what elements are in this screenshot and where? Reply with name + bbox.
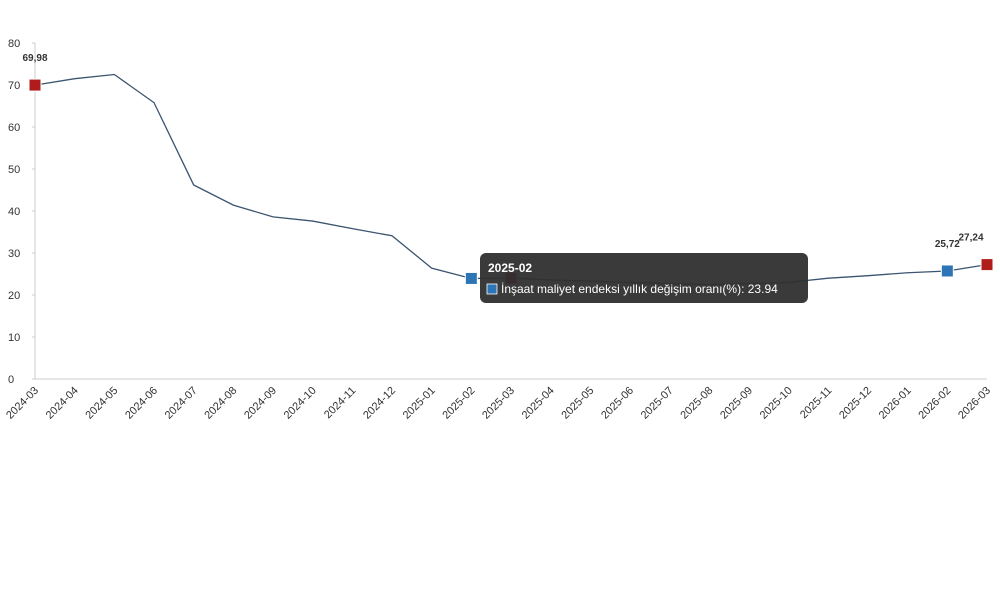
- x-tick-label: 2024-06: [123, 385, 160, 422]
- value-label: 27,24: [958, 233, 983, 244]
- x-tick-label: 2025-09: [718, 385, 755, 422]
- y-tick-label: 60: [8, 122, 20, 134]
- y-tick-label: 50: [8, 164, 20, 176]
- tooltip-box: [480, 253, 808, 303]
- x-tick-label: 2025-04: [520, 385, 557, 422]
- x-tick-label: 2025-07: [639, 385, 676, 422]
- y-tick-label: 40: [8, 206, 20, 218]
- x-tick-label: 2025-05: [559, 385, 596, 422]
- x-tick-label: 2025-12: [837, 385, 874, 422]
- x-tick-label: 2024-10: [282, 385, 319, 422]
- marker: [28, 78, 42, 92]
- tooltip-title: 2025-02: [488, 261, 532, 275]
- x-tick-label: 2024-03: [4, 385, 41, 422]
- x-tick-label: 2024-11: [322, 385, 358, 421]
- tooltip: 2025-02 İnşaat maliyet endeksi yıllık değ…: [480, 253, 808, 303]
- x-tick-label: 2024-09: [242, 385, 279, 422]
- value-label: 25,72: [935, 239, 960, 250]
- marker: [980, 258, 994, 272]
- x-tick-label: 2024-07: [163, 385, 200, 422]
- y-tick-label: 20: [8, 290, 20, 302]
- marker: [940, 264, 954, 278]
- x-tick-label: 2026-02: [916, 385, 953, 422]
- marker: [464, 271, 478, 285]
- x-tick-label: 2025-11: [798, 385, 834, 421]
- x-tick-label: 2025-10: [758, 385, 795, 422]
- x-tick-label: 2025-06: [599, 385, 636, 422]
- y-tick-label: 70: [8, 80, 20, 92]
- x-tick-label: 2025-02: [440, 385, 477, 422]
- x-tick-label: 2026-01: [877, 385, 914, 422]
- value-label: 69,98: [22, 53, 47, 64]
- x-tick-label: 2025-01: [401, 385, 438, 422]
- x-tick-label: 2026-03: [956, 385, 993, 422]
- x-tick-label: 2025-03: [480, 385, 517, 422]
- y-tick-label: 30: [8, 248, 20, 260]
- x-tick-label: 2024-08: [202, 385, 239, 422]
- tooltip-swatch: [486, 283, 498, 295]
- y-tick-label: 80: [8, 38, 20, 50]
- tooltip-text: İnşaat maliyet endeksi yıllık değişim or…: [501, 282, 778, 296]
- y-tick-label: 10: [8, 332, 20, 344]
- x-tick-label: 2024-05: [83, 385, 120, 422]
- x-tick-label: 2024-12: [361, 385, 398, 422]
- x-tick-label: 2025-08: [678, 385, 715, 422]
- y-tick-label: 0: [8, 374, 14, 386]
- x-tick-label: 2024-04: [44, 385, 81, 422]
